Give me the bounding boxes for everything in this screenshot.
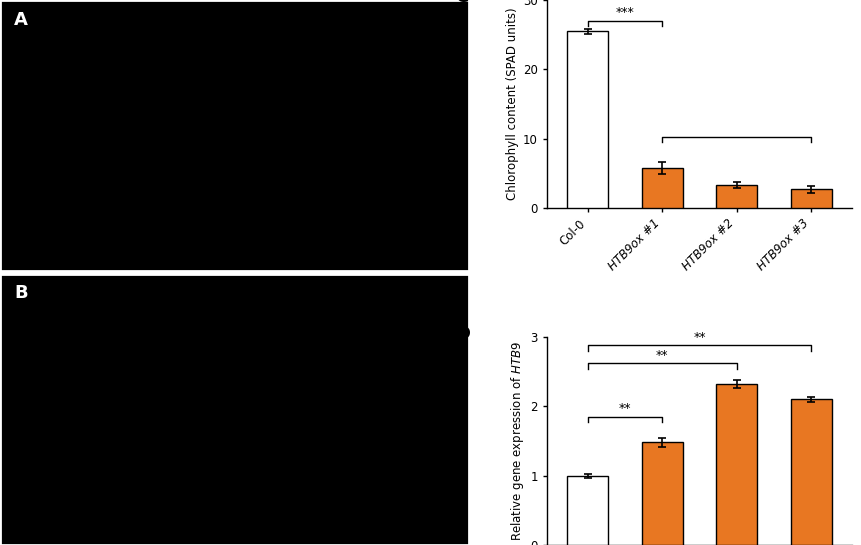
Text: ***: ***: [616, 6, 635, 19]
Text: **: **: [656, 349, 668, 362]
Text: A: A: [14, 11, 28, 29]
Bar: [567, 476, 608, 545]
Bar: [716, 384, 758, 545]
Bar: [716, 185, 758, 208]
Text: **: **: [619, 402, 631, 415]
Y-axis label: Relative gene expression of $\mathit{HTB9}$: Relative gene expression of $\mathit{HTB…: [509, 341, 526, 541]
Bar: [641, 443, 683, 545]
Y-axis label: Chlorophyll content (SPAD units): Chlorophyll content (SPAD units): [505, 8, 518, 201]
Text: C: C: [455, 0, 468, 5]
Text: **: **: [693, 331, 706, 344]
Text: D: D: [455, 324, 470, 342]
Bar: [791, 399, 832, 545]
Bar: [641, 168, 683, 208]
Bar: [567, 31, 608, 208]
Bar: [791, 189, 832, 208]
Text: B: B: [14, 284, 28, 302]
